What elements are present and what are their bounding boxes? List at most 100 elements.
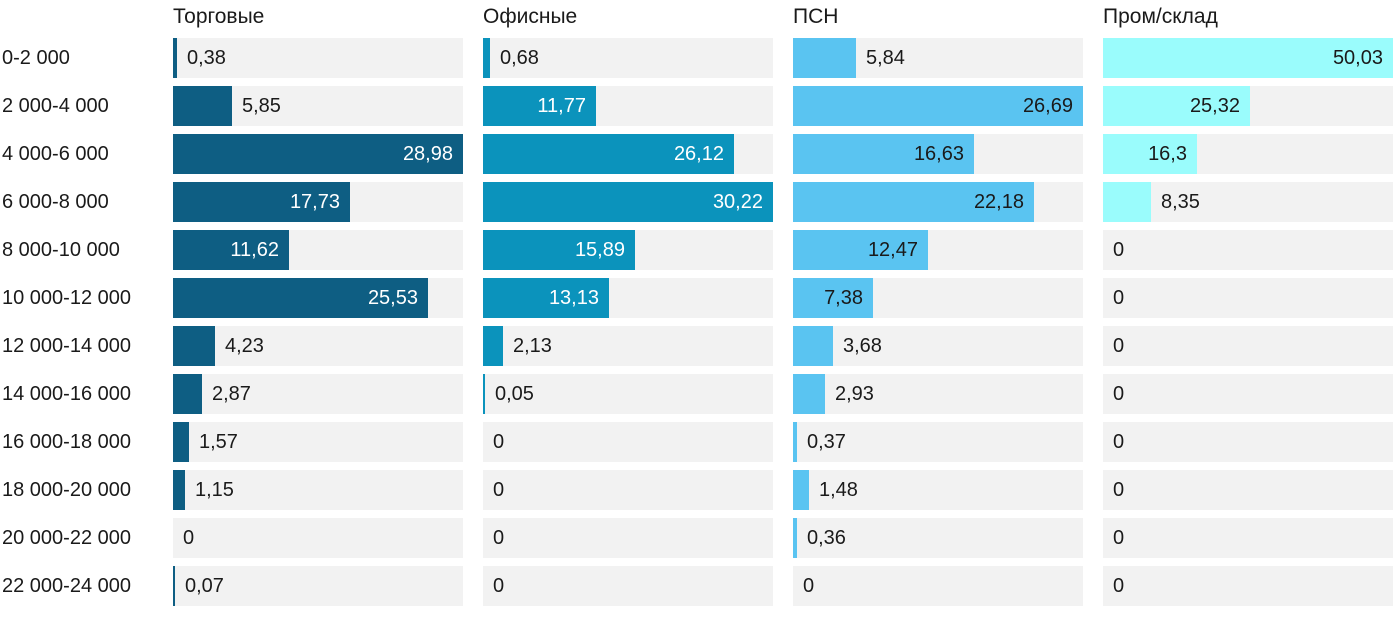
row-label: 0-2 000 bbox=[2, 46, 70, 69]
row-label: 16 000-18 000 bbox=[2, 430, 132, 453]
bar-value-label: 1,48 bbox=[819, 478, 858, 501]
bar-value-label: 3,68 bbox=[843, 334, 882, 357]
bar-track: 0 bbox=[1103, 470, 1393, 510]
bar-track: 28,98 bbox=[173, 134, 463, 174]
row-label: 8 000-10 000 bbox=[2, 238, 120, 261]
bar bbox=[173, 470, 185, 510]
bar bbox=[483, 230, 635, 270]
row-label: 6 000-8 000 bbox=[2, 190, 109, 213]
bar-value-label: 0,68 bbox=[500, 46, 539, 69]
bar-value-label: 30,22 bbox=[712, 190, 763, 213]
bar-value-label: 0,37 bbox=[807, 430, 846, 453]
bar-track: 5,85 bbox=[173, 86, 463, 126]
bar-value-label: 11,62 bbox=[230, 238, 279, 261]
bar-track: 1,57 bbox=[173, 422, 463, 462]
bar-track: 0 bbox=[483, 470, 773, 510]
chart-row: 12 000-14 000 4,23 2,13 3,68 0 bbox=[0, 326, 1400, 366]
bar-track: 30,22 bbox=[483, 182, 773, 222]
bar-track: 0 bbox=[483, 566, 773, 606]
bar-track: 0 bbox=[483, 518, 773, 558]
row-label: 2 000-4 000 bbox=[2, 94, 109, 117]
bar bbox=[793, 374, 825, 414]
bar-track: 15,89 bbox=[483, 230, 773, 270]
bar-value-label: 0 bbox=[493, 478, 505, 501]
bar-track: 0 bbox=[1103, 230, 1393, 270]
bar-value-label: 11,77 bbox=[537, 94, 586, 117]
column-header-0: Торговые bbox=[173, 5, 265, 28]
bar-value-label: 0 bbox=[803, 574, 815, 597]
bar-value-label: 0 bbox=[1113, 526, 1125, 549]
column-header-3: Пром/склад bbox=[1103, 5, 1218, 28]
row-label: 18 000-20 000 bbox=[2, 478, 132, 501]
bar-track: 0 bbox=[1103, 422, 1393, 462]
bar-track: 17,73 bbox=[173, 182, 463, 222]
row-label: 20 000-22 000 bbox=[2, 526, 132, 549]
bar-value-label: 0 bbox=[493, 574, 505, 597]
bar bbox=[793, 326, 833, 366]
bar bbox=[793, 518, 797, 558]
bar-track: 0 bbox=[1103, 518, 1393, 558]
bar-track: 13,13 bbox=[483, 278, 773, 318]
bar-track: 7,38 bbox=[793, 278, 1083, 318]
bar-track: 11,77 bbox=[483, 86, 773, 126]
column-header-1: Офисные bbox=[483, 5, 578, 28]
bar-value-label: 4,23 bbox=[225, 334, 264, 357]
chart-row: 18 000-20 000 1,15 0 1,48 0 bbox=[0, 470, 1400, 510]
bar-track: 0,38 bbox=[173, 38, 463, 78]
bar-track: 4,23 bbox=[173, 326, 463, 366]
bar-value-label: 26,12 bbox=[673, 142, 724, 165]
bar-value-label: 25,32 bbox=[1189, 94, 1240, 117]
bar bbox=[1103, 134, 1197, 174]
bar bbox=[793, 38, 856, 78]
bar-track: 2,87 bbox=[173, 374, 463, 414]
bar bbox=[483, 86, 596, 126]
bar-value-label: 0 bbox=[1113, 382, 1125, 405]
bar-track: 0 bbox=[483, 422, 773, 462]
column-headers-row: Торговые Офисные ПСН Пром/склад bbox=[0, 4, 1400, 30]
bar bbox=[483, 182, 773, 222]
bar-value-label: 13,13 bbox=[548, 286, 599, 309]
chart-row: 20 000-22 000 0 0 0,36 0 bbox=[0, 518, 1400, 558]
bar-track: 0,05 bbox=[483, 374, 773, 414]
bar-value-label: 0,07 bbox=[185, 574, 224, 597]
bar bbox=[173, 182, 350, 222]
bar-track: 0 bbox=[173, 518, 463, 558]
bar-track: 5,84 bbox=[793, 38, 1083, 78]
bar bbox=[483, 326, 503, 366]
bar bbox=[1103, 38, 1393, 78]
bar-track: 0 bbox=[1103, 278, 1393, 318]
bar-value-label: 12,47 bbox=[867, 238, 918, 261]
bar-value-label: 0 bbox=[1113, 574, 1125, 597]
bar-track: 25,53 bbox=[173, 278, 463, 318]
chart-row: 4 000-6 000 28,98 26,12 16,63 16,3 bbox=[0, 134, 1400, 174]
chart-row: 0-2 000 0,38 0,68 5,84 50,03 bbox=[0, 38, 1400, 78]
chart-row: 14 000-16 000 2,87 0,05 2,93 0 bbox=[0, 374, 1400, 414]
bar-value-label: 2,87 bbox=[212, 382, 251, 405]
bar bbox=[173, 86, 232, 126]
bar-track: 2,13 bbox=[483, 326, 773, 366]
bar-track: 8,35 bbox=[1103, 182, 1393, 222]
bar-track: 0,68 bbox=[483, 38, 773, 78]
bar-value-label: 0 bbox=[1113, 430, 1125, 453]
bar bbox=[793, 470, 809, 510]
bar-value-label: 26,69 bbox=[1022, 94, 1073, 117]
bar-value-label: 0,38 bbox=[187, 46, 226, 69]
bar-track: 26,69 bbox=[793, 86, 1083, 126]
bar-track: 16,63 bbox=[793, 134, 1083, 174]
bar-value-label: 0 bbox=[183, 526, 195, 549]
bar-value-label: 1,57 bbox=[199, 430, 238, 453]
bar bbox=[793, 86, 1083, 126]
chart-row: 2 000-4 000 5,85 11,77 26,69 25,32 bbox=[0, 86, 1400, 126]
bar-value-label: 50,03 bbox=[1332, 46, 1383, 69]
bar-value-label: 28,98 bbox=[402, 142, 453, 165]
bar-track: 0,37 bbox=[793, 422, 1083, 462]
bar bbox=[793, 230, 928, 270]
bar-track: 0 bbox=[1103, 566, 1393, 606]
row-label: 4 000-6 000 bbox=[2, 142, 109, 165]
row-label: 14 000-16 000 bbox=[2, 382, 132, 405]
bar-value-label: 0,05 bbox=[495, 382, 534, 405]
bar-value-label: 0 bbox=[1113, 286, 1125, 309]
bar bbox=[793, 278, 873, 318]
bar-track: 26,12 bbox=[483, 134, 773, 174]
bar-value-label: 0 bbox=[1113, 478, 1125, 501]
